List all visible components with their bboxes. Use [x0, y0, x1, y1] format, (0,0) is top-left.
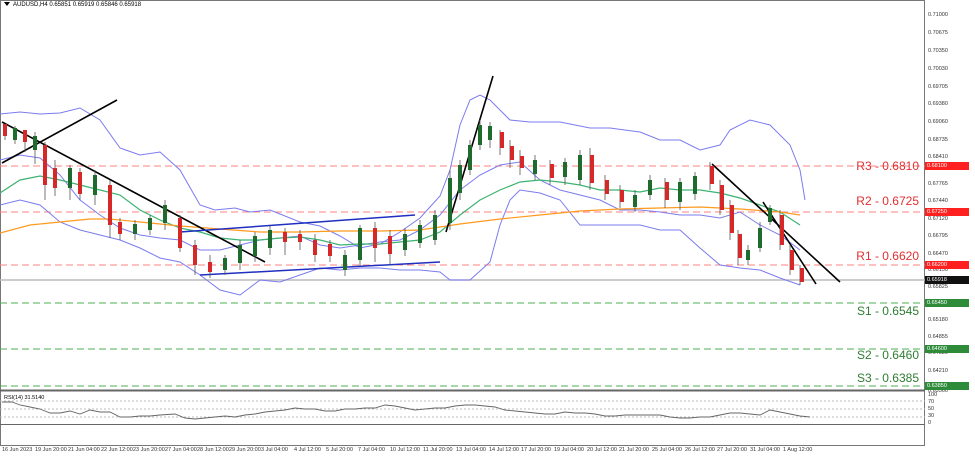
x-tick-label: 26 Jul 12:00	[685, 447, 715, 453]
x-tick-label: 1 Aug 12:00	[783, 447, 813, 453]
channel-lower	[199, 261, 441, 276]
y-tick-label: 0.63560	[928, 388, 948, 394]
y-tick-label: 0.67765	[928, 181, 948, 187]
x-tick-label: 13 Jul 04:00	[456, 447, 486, 453]
x-tick-label: 22 Jun 12:00	[101, 447, 133, 453]
y-tick-label: 0.66470	[928, 251, 948, 257]
trendline-up-early	[1, 99, 118, 164]
x-tick-label: 16 Jun 2023	[2, 447, 33, 453]
y-tick-label: 0.67120	[928, 216, 948, 222]
y-tick-label: 0.69380	[928, 101, 948, 107]
x-tick-label: 10 Jul 12:00	[390, 447, 420, 453]
x-tick-label: 7 Jul 04:00	[358, 447, 385, 453]
x-tick-label: 19 Jun 20:00	[35, 447, 67, 453]
rsi-tick: 100	[928, 392, 938, 398]
rsi-tick: 50	[928, 406, 935, 412]
y-tick-label: 0.70350	[928, 48, 948, 54]
x-tick-label: 3 Jul 04:00	[261, 447, 288, 453]
x-tick-label: 23 Jun 20:00	[133, 447, 165, 453]
r3-price-box: 0.68100	[925, 162, 969, 170]
y-tick-label: 0.68410	[928, 154, 948, 160]
y-tick-label: 0.64210	[928, 368, 948, 374]
y-tick-label: 0.68735	[928, 137, 948, 143]
candles	[3, 120, 804, 285]
symbol-ohlc: AUDUSD,H4 0.65851 0.65919 0.65846 0.6591…	[13, 2, 142, 8]
rsi-tick: 0	[928, 420, 932, 426]
s2-label: S2 - 0.6460	[856, 348, 919, 362]
s3-label: S3 - 0.6385	[856, 371, 919, 385]
moving-average-orange	[0, 206, 801, 234]
channel-upper	[179, 214, 416, 233]
y-tick-label: 0.67440	[928, 198, 948, 204]
x-tick-label: 14 Jul 12:00	[489, 447, 519, 453]
blue-channel-lines	[179, 214, 441, 276]
rsi-title: RSI(14) 31.5140	[4, 395, 45, 401]
rsi-tick: 70	[928, 399, 935, 405]
s1-price-box: 0.65450	[925, 299, 969, 307]
r1-price-box: 0.66200	[925, 261, 969, 269]
x-tick-label: 28 Jun 12:00	[197, 447, 229, 453]
symbol-header: AUDUSD,H4 0.65851 0.65919 0.65846 0.6591…	[4, 2, 141, 8]
x-tick-label: 27 Jun 04:00	[165, 447, 197, 453]
y-tick-label: 0.70030	[928, 66, 948, 72]
x-tick-label: 4 Jul 12:00	[294, 447, 321, 453]
x-tick-label: 17 Jul 20:00	[521, 447, 551, 453]
y-tick-label: 0.70675	[928, 30, 948, 36]
support-lines	[0, 302, 925, 387]
s2-price-box: 0.64600	[925, 345, 969, 353]
bollinger-upper	[0, 94, 806, 249]
dropdown-triangle-icon[interactable]	[4, 2, 10, 7]
rsi-tick: 30	[928, 413, 935, 419]
y-tick-label: 0.71000	[928, 12, 948, 18]
y-tick-label: 0.65180	[928, 317, 948, 323]
black-trendlines	[1, 75, 841, 285]
y-tick-label: 0.66150	[928, 267, 948, 273]
r2-price-box: 0.67250	[925, 208, 969, 216]
bollinger-lower	[0, 189, 801, 296]
current-price-box: 0.65918	[925, 276, 969, 284]
x-tick-label: 5 Jul 20:00	[326, 447, 353, 453]
x-tick-label: 31 Jul 04:00	[750, 447, 780, 453]
x-tick-label: 27 Jul 20:00	[717, 447, 747, 453]
r2-label: R2 - 0.6725	[856, 194, 919, 208]
y-tick-label: 0.66795	[928, 233, 948, 239]
plot-border	[0, 0, 925, 446]
x-tick-label: 21 Jun 04:00	[68, 447, 100, 453]
y-tick-label: 0.69705	[928, 84, 948, 90]
x-tick-label: 11 Jul 20:00	[423, 447, 453, 453]
rsi-panel	[0, 400, 925, 420]
s1-label: S1 - 0.6545	[856, 304, 919, 318]
s3-price-box: 0.63850	[925, 382, 969, 390]
y-tick-label: 0.64855	[928, 334, 948, 340]
r1-label: R1 - 0.6620	[856, 249, 919, 263]
y-tick-label: 0.64530	[928, 350, 948, 356]
x-tick-label: 21 Jul 20:00	[619, 447, 649, 453]
x-tick-label: 19 Jul 04:00	[554, 447, 584, 453]
y-tick-label: 0.65825	[928, 284, 948, 290]
rsi-line	[2, 401, 811, 420]
r3-label: R3 - 0.6810	[856, 159, 919, 173]
y-tick-label: 0.69060	[928, 119, 948, 125]
x-tick-label: 20 Jul 12:00	[587, 447, 617, 453]
x-tick-label: 29 Jun 20:00	[229, 447, 261, 453]
x-tick-label: 25 Jul 04:00	[652, 447, 682, 453]
trendline-down-june	[1, 121, 266, 263]
